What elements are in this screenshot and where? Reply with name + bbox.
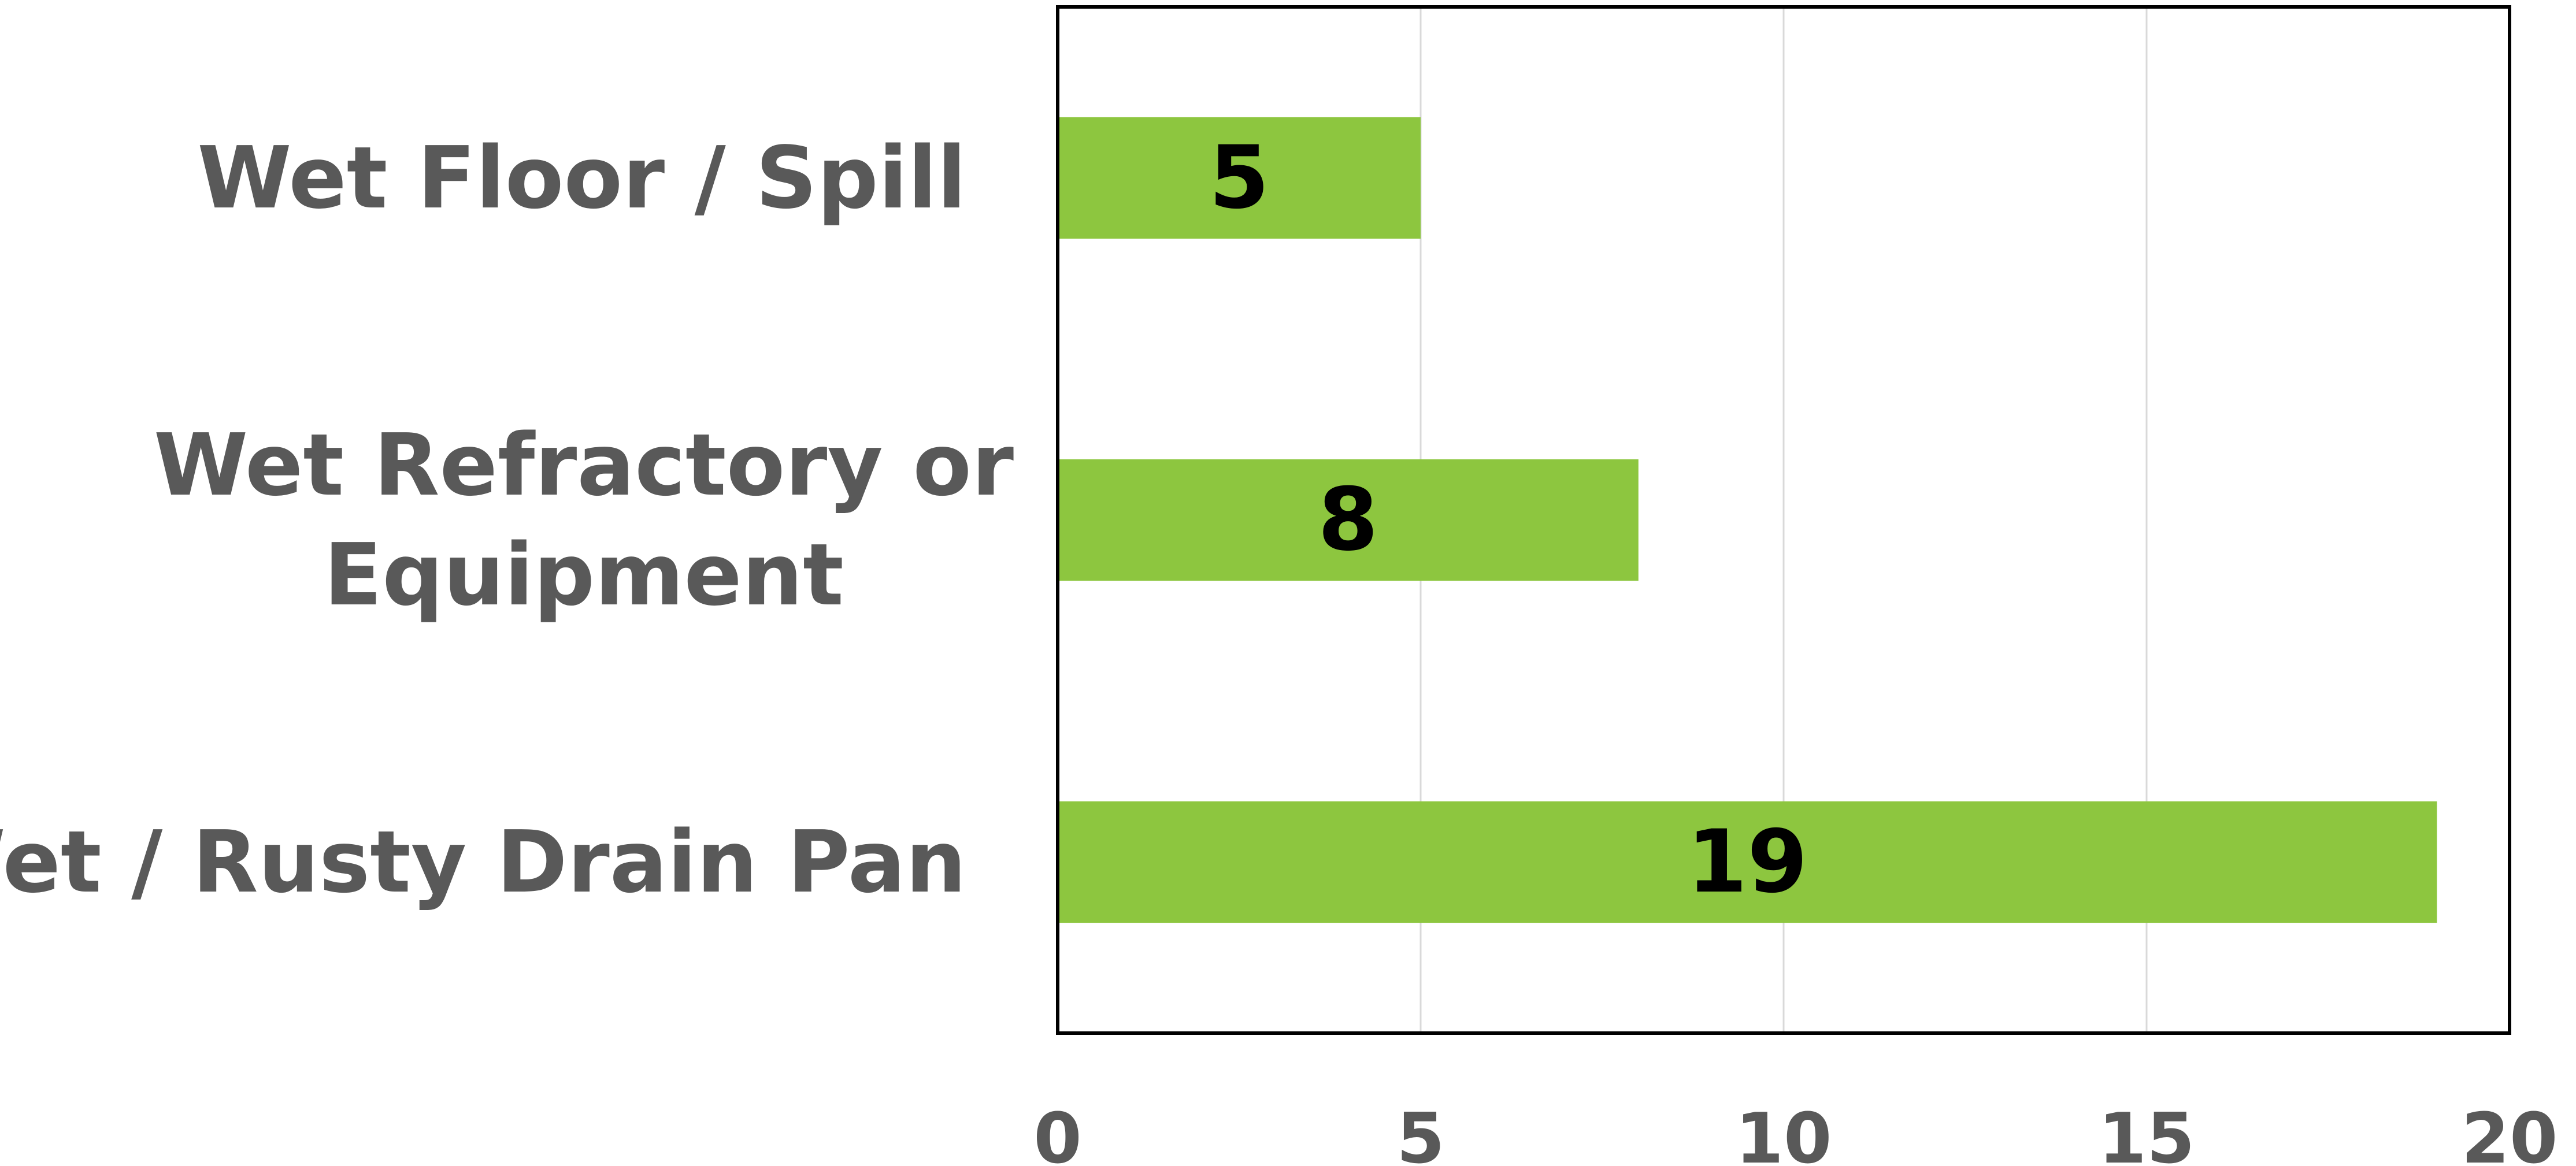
- bar-3: [1058, 801, 2437, 923]
- x-tick-labels: 0 5 10 15 20: [1033, 1099, 2558, 1166]
- category-label-line: Equipment: [324, 525, 844, 625]
- bar-1: [1058, 117, 1421, 239]
- plot-area-frame: [1056, 5, 2511, 1035]
- x-tick-label-20: 20: [2462, 1099, 2558, 1166]
- data-label-1: 5: [1209, 128, 1269, 228]
- category-label-line: Wet / Rusty Drain Pan: [0, 812, 966, 912]
- category-label-line: Wet Refractory or: [154, 415, 1014, 515]
- bar-2: [1058, 459, 1639, 581]
- x-tick-label-10: 10: [1736, 1099, 1832, 1166]
- data-labels: 5 8 19: [1209, 128, 1808, 912]
- x-tick-label-0: 0: [1033, 1099, 1082, 1166]
- category-label-3: Wet / Rusty Drain Pan: [0, 812, 966, 912]
- x-tick-label-15: 15: [2099, 1099, 2195, 1166]
- category-label-line: Wet Floor / Spill: [197, 128, 966, 228]
- category-label-1: Wet Floor / Spill: [197, 128, 966, 228]
- data-label-2: 8: [1318, 470, 1378, 570]
- category-labels: Wet Floor / Spill Wet Refractory or Equipm…: [0, 128, 1014, 912]
- x-tick-label-5: 5: [1396, 1099, 1445, 1166]
- category-label-2: Wet Refractory or Equipment: [154, 415, 1014, 625]
- data-label-3: 19: [1687, 812, 1808, 912]
